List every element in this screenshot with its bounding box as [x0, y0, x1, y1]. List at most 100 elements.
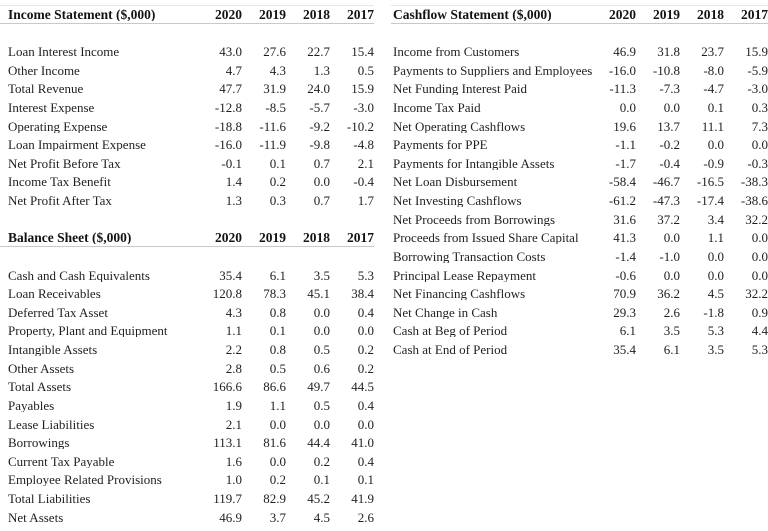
- table-title: Cashflow Statement ($,000): [393, 7, 552, 22]
- cell-value: 0.1: [269, 155, 286, 171]
- cell-value: 45.2: [307, 491, 330, 507]
- cell-value: -0.4: [659, 155, 680, 171]
- cell-value: 32.2: [745, 286, 768, 302]
- cell-value: -61.2: [608, 193, 636, 209]
- cell-value: -38.6: [740, 193, 768, 209]
- cell-value: 11.1: [701, 118, 724, 134]
- cell-value: -3.0: [353, 99, 374, 115]
- table-row: Loan Interest Income 43.0 27.6 22.7 15.4: [0, 42, 374, 61]
- cell-value: 3.5: [313, 267, 330, 283]
- cell-value: 0.0: [751, 137, 768, 153]
- year-header: 2020: [609, 6, 636, 22]
- cell-value: 0.0: [751, 248, 768, 264]
- cell-value: 0.3: [751, 99, 768, 115]
- table-row: Other Income 4.7 4.3 1.3 0.5: [0, 61, 374, 80]
- cell-value: 1.1: [269, 397, 286, 413]
- cashflow-statement-header-row: Cashflow Statement ($,000) 2020 2019 2018 20…: [391, 5, 768, 24]
- cell-value: -1.1: [615, 137, 636, 153]
- cell-value: -46.7: [652, 174, 680, 190]
- table-row: Proceeds from Issued Share Capital 41.3 0.…: [391, 229, 768, 248]
- table-row: Total Assets 166.6 86.6 49.7 44.5: [0, 378, 374, 397]
- table-row: Income Tax Benefit 1.4 0.2 0.0 -0.4: [0, 173, 374, 192]
- table-row: Interest Expense -12.8 -8.5 -5.7 -3.0: [0, 98, 374, 117]
- cell-value: 44.5: [351, 379, 374, 395]
- cell-value: 2.1: [357, 155, 374, 171]
- row-label: Total Liabilities: [8, 492, 91, 506]
- table-row: Net Proceeds from Borrowings 31.6 37.2 3.4 3…: [391, 210, 768, 229]
- cell-value: 0.2: [357, 342, 374, 358]
- cell-value: -17.4: [696, 193, 724, 209]
- cell-value: -18.8: [214, 118, 242, 134]
- row-label: Property, Plant and Equipment: [8, 324, 168, 338]
- cell-value: 1.4: [225, 174, 242, 190]
- cell-value: 0.5: [357, 62, 374, 78]
- table-row: Intangible Assets 2.2 0.8 0.5 0.2: [0, 340, 374, 359]
- cell-value: 166.6: [212, 379, 242, 395]
- table-row: Net Profit Before Tax -0.1 0.1 0.7 2.1: [0, 154, 374, 173]
- cell-value: -5.7: [309, 99, 330, 115]
- row-label: Net Change in Cash: [393, 305, 498, 319]
- cell-value: -11.6: [259, 118, 286, 134]
- cell-value: -1.7: [615, 155, 636, 171]
- right-column: Cashflow Statement ($,000) 2020 2019 2018 20…: [391, 5, 768, 527]
- table-row: Cash and Cash Equivalents 35.4 6.1 3.5 5.3: [0, 266, 374, 285]
- cell-value: 1.3: [313, 62, 330, 78]
- cell-value: 3.5: [663, 323, 680, 339]
- cell-value: 86.6: [263, 379, 286, 395]
- cell-value: 119.7: [213, 491, 242, 507]
- cell-value: 31.6: [613, 211, 636, 227]
- cell-value: 23.7: [701, 44, 724, 60]
- row-label: Deferred Tax Asset: [8, 305, 108, 319]
- cell-value: 0.3: [269, 193, 286, 209]
- blank-row: [0, 24, 374, 43]
- cell-value: -4.7: [703, 81, 724, 97]
- cell-value: 0.9: [751, 304, 768, 320]
- income-statement-table: Income Statement ($,000) 2020 2019 2018 2017…: [0, 5, 374, 210]
- cell-value: 0.0: [269, 453, 286, 469]
- row-label: Income Tax Benefit: [8, 175, 111, 189]
- year-header: 2019: [259, 6, 286, 22]
- row-label: Net Profit Before Tax: [8, 156, 121, 170]
- cell-value: 0.4: [357, 397, 374, 413]
- cell-value: 0.5: [269, 360, 286, 376]
- year-header: 2020: [215, 229, 242, 245]
- cell-value: 2.2: [225, 342, 242, 358]
- cell-value: 1.7: [357, 193, 374, 209]
- row-label: Cash at End of Period: [393, 343, 508, 357]
- table-row: Payments to Suppliers and Employees -16.0…: [391, 61, 768, 80]
- cell-value: 0.4: [357, 304, 374, 320]
- table-row: Operating Expense -18.8 -11.6 -9.2 -10.2: [0, 117, 374, 136]
- table-row: Net Investing Cashflows -61.2 -47.3 -17.4 -3…: [391, 191, 768, 210]
- table-row: Cash at Beg of Period 6.1 3.5 5.3 4.4: [391, 322, 768, 341]
- cell-value: 0.0: [751, 230, 768, 246]
- cell-value: 0.2: [357, 360, 374, 376]
- balance-sheet-table: Balance Sheet ($,000) 2020 2019 2018 2017 Cas…: [0, 229, 374, 527]
- row-label: Net Profit After Tax: [8, 194, 112, 208]
- row-label: Payments to Suppliers and Employees: [393, 63, 592, 77]
- cell-value: 0.0: [663, 230, 680, 246]
- cell-value: 4.3: [269, 62, 286, 78]
- table-row: Income Tax Paid 0.0 0.0 0.1 0.3: [391, 98, 768, 117]
- cell-value: 7.3: [751, 118, 768, 134]
- cell-value: 0.8: [269, 342, 286, 358]
- cell-value: -10.8: [652, 62, 680, 78]
- table-row: Borrowing Transaction Costs -1.4 -1.0 0.0 0.…: [391, 247, 768, 266]
- row-label: Net Loan Disbursement: [393, 175, 518, 189]
- cell-value: 0.4: [357, 453, 374, 469]
- cell-value: -47.3: [652, 193, 680, 209]
- cell-value: 15.9: [351, 81, 374, 97]
- cell-value: 46.9: [219, 509, 242, 525]
- row-label: Payments for PPE: [393, 138, 488, 152]
- cell-value: 0.7: [313, 155, 330, 171]
- cell-value: 70.9: [613, 286, 636, 302]
- table-row: Employee Related Provisions 1.0 0.2 0.1 0.1: [0, 471, 374, 490]
- cell-value: 0.5: [313, 397, 330, 413]
- cell-value: 41.0: [351, 435, 374, 451]
- income-statement-header-row: Income Statement ($,000) 2020 2019 2018 2017: [0, 5, 374, 24]
- row-label: Net Investing Cashflows: [393, 194, 522, 208]
- cell-value: 0.0: [707, 137, 724, 153]
- table-row: Total Revenue 47.7 31.9 24.0 15.9: [0, 80, 374, 99]
- year-header: 2019: [259, 229, 286, 245]
- cell-value: 46.9: [613, 44, 636, 60]
